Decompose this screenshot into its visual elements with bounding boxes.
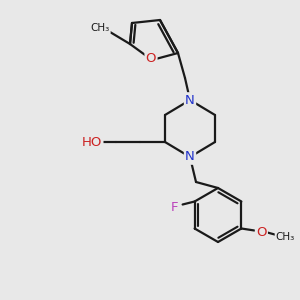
Text: F: F <box>171 201 178 214</box>
Text: HO: HO <box>82 136 102 148</box>
Text: O: O <box>256 226 267 239</box>
Text: N: N <box>185 151 195 164</box>
Text: N: N <box>185 94 195 106</box>
Text: O: O <box>146 52 156 65</box>
Text: CH₃: CH₃ <box>90 23 110 33</box>
Text: CH₃: CH₃ <box>276 232 295 242</box>
